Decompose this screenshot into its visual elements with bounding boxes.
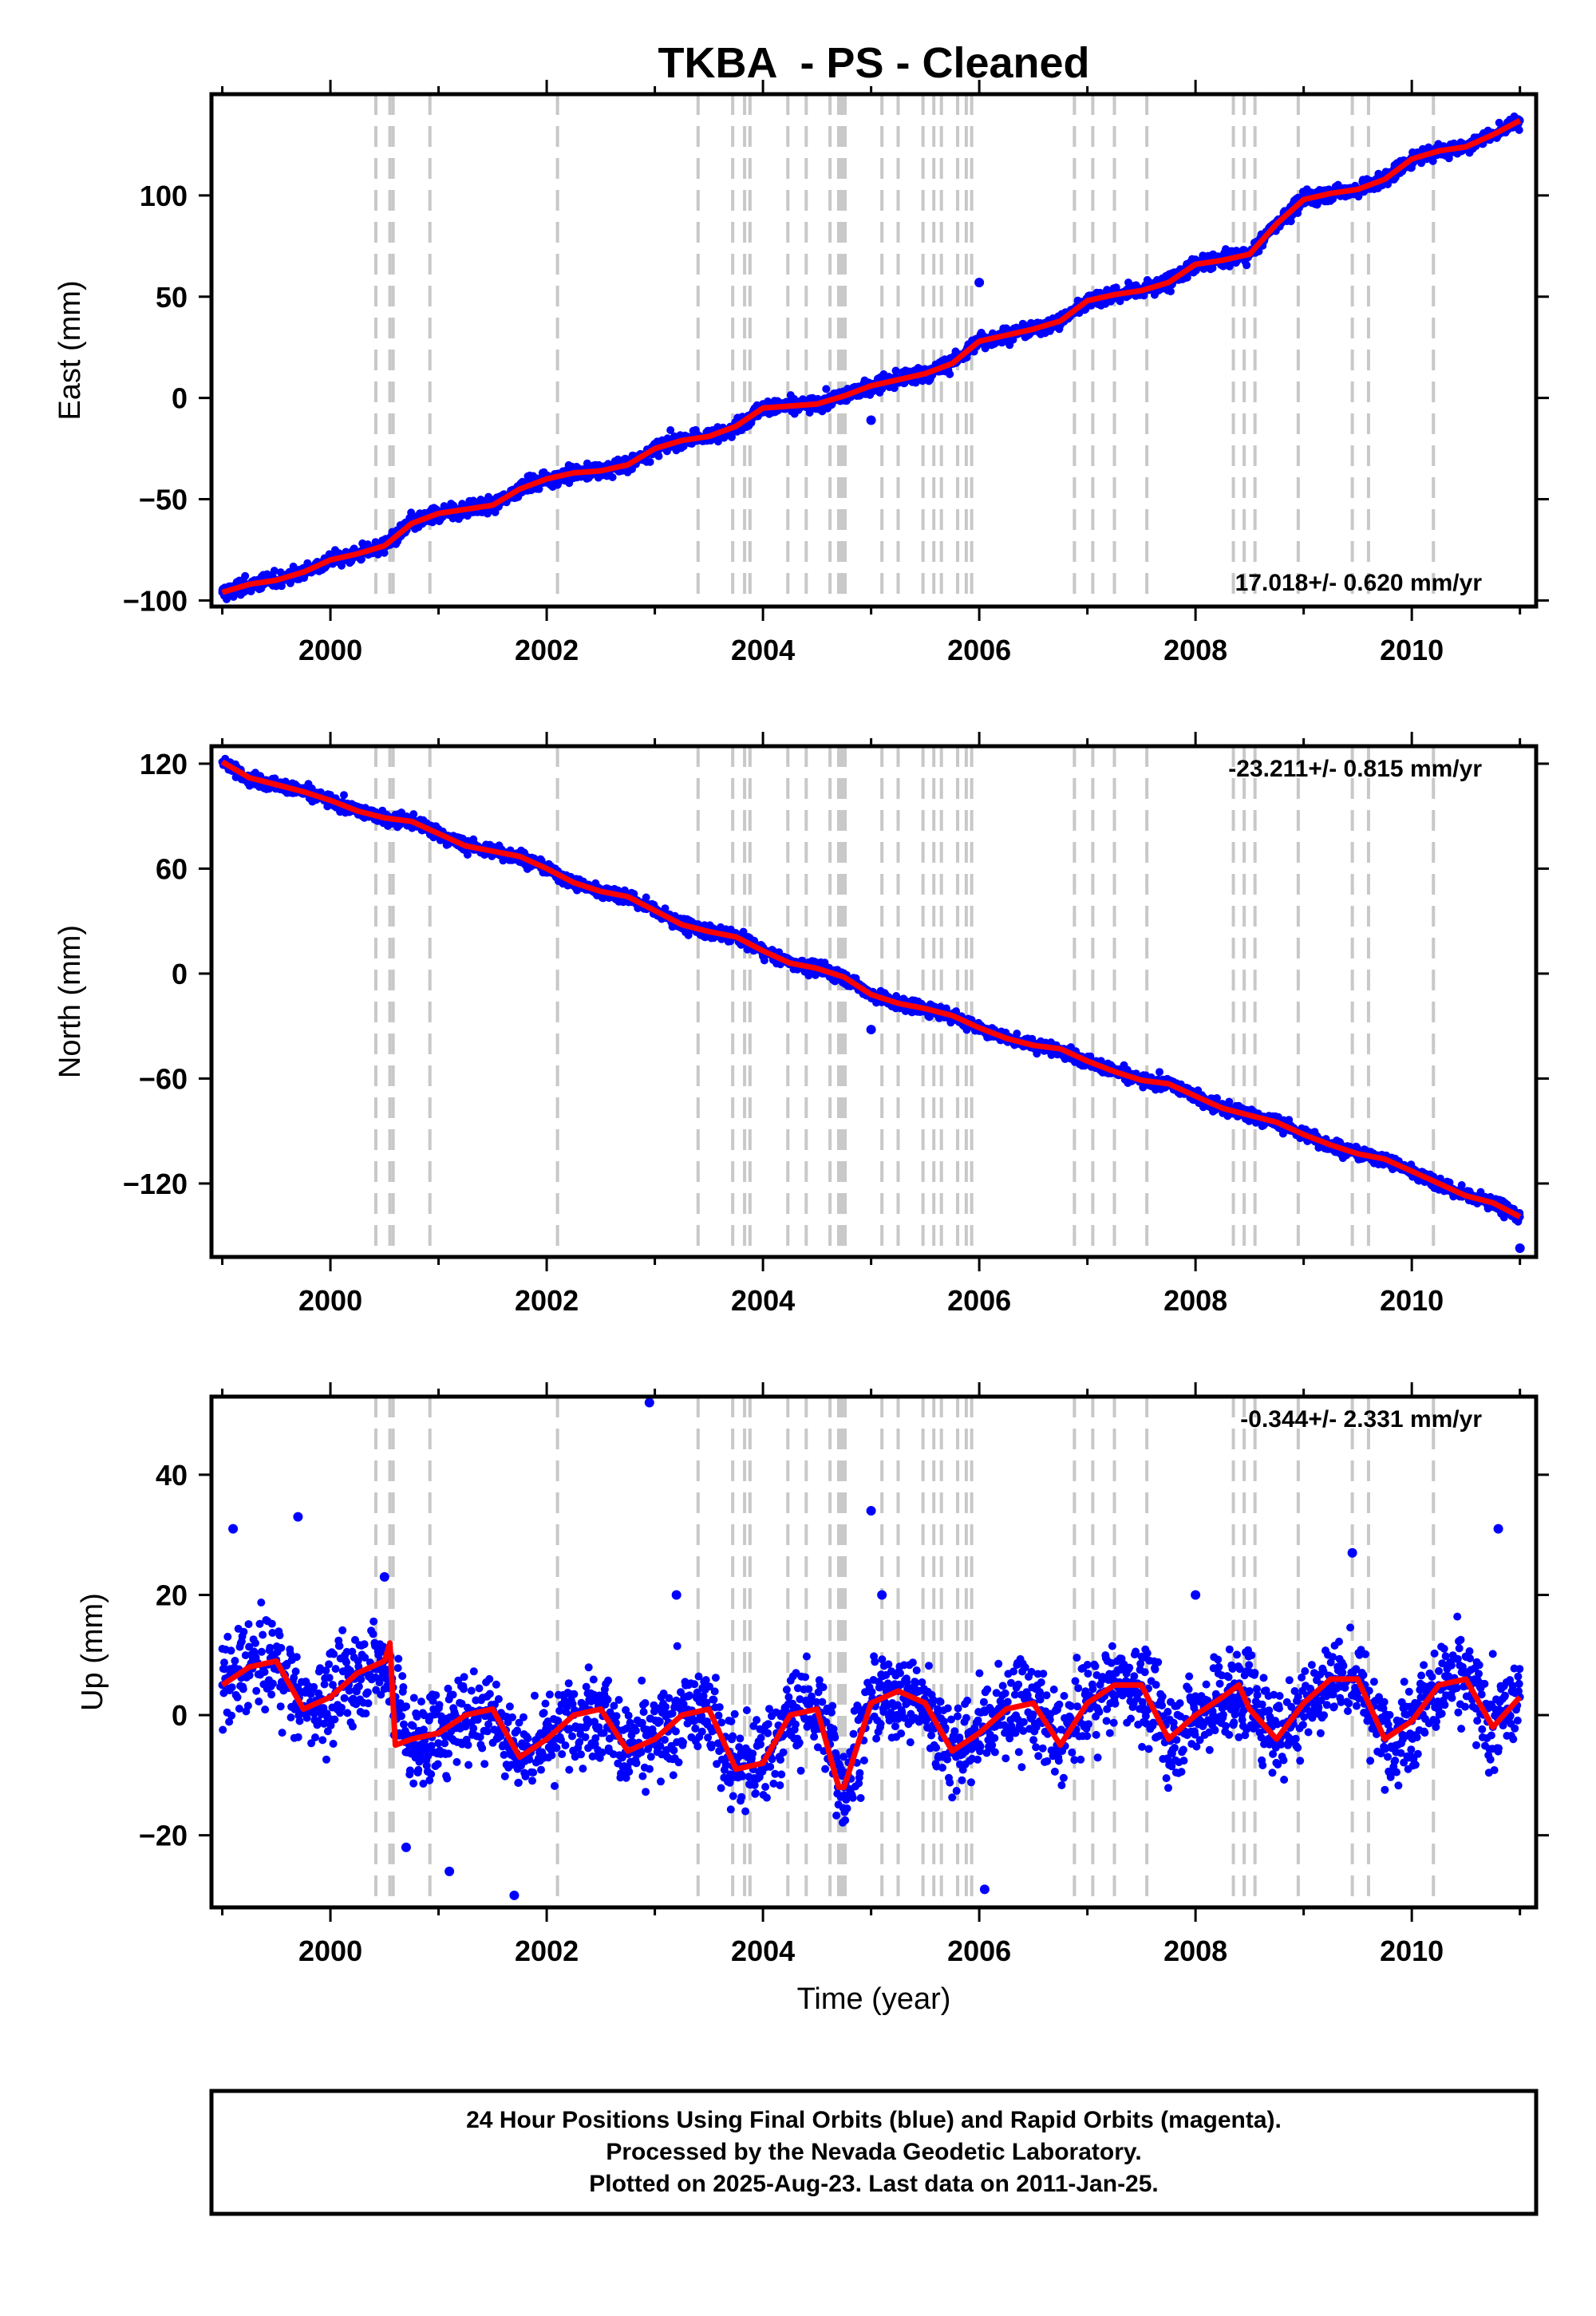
data-point [223,595,231,603]
outlier-point [1515,1243,1525,1254]
x-tick-label: 2000 [298,634,362,666]
data-point [340,791,348,800]
data-point [1286,217,1295,226]
model-line [221,117,1522,595]
data-point [1213,1094,1221,1102]
x-tick-label: 2008 [1163,634,1227,666]
data-point [535,484,543,493]
data-point [1156,1068,1163,1077]
outlier-point [974,277,985,287]
chart-title: TKBA - PS - Cleaned [658,39,1089,87]
data-point [1183,273,1191,282]
y-tick-label: −120 [123,1168,188,1200]
data-point [1457,1181,1466,1189]
data-point [409,810,418,819]
x-tick-label: 2004 [731,634,795,666]
data-point [1167,287,1175,296]
data-point [219,1725,227,1734]
data-point [642,893,650,902]
data-point [1428,156,1437,165]
y-tick-label: 0 [172,958,188,990]
y-tick-label: 60 [156,852,188,885]
y-tick-label: 100 [140,180,188,212]
y-tick-label: −100 [123,584,188,617]
data-point [654,452,663,460]
data-point [1515,125,1523,134]
outlier-point [866,1025,876,1035]
data-point [1013,1030,1021,1038]
plot-area [218,94,1524,607]
rate-label: -23.211+/- 0.815 mm/yr [1228,756,1482,782]
y-tick-label: −60 [139,1062,188,1095]
rate-label: 17.018+/- 0.620 mm/yr [1235,570,1483,596]
model-line [220,759,1522,1219]
data-point [1242,261,1251,270]
data-point [1278,1129,1287,1138]
data-point [891,366,900,375]
data-point [661,904,670,913]
x-tick-label: 2002 [515,634,579,666]
x-tick-label: 2002 [515,1284,579,1317]
y-tick-label: −50 [139,484,188,516]
x-tick-label: 2010 [1380,634,1444,666]
data-point [1225,1097,1234,1106]
x-tick-label: 2006 [947,634,1011,666]
data-point [241,571,250,580]
y-axis-label: North (mm) [53,925,87,1078]
data-point [646,457,654,466]
x-tick-label: 2006 [947,1284,1011,1317]
y-tick-label: 0 [172,382,188,415]
data-point [946,370,954,378]
data-point [666,426,675,434]
y-tick-label: 120 [140,748,188,781]
y-tick-label: 50 [156,281,188,314]
data-point [728,433,736,441]
panel-frame [209,744,1539,1259]
data-point [270,567,279,575]
y-axis-label: East (mm) [53,280,87,420]
x-tick-label: 2004 [731,1284,795,1317]
x-tick-label: 2010 [1380,1284,1444,1317]
data-point [380,548,389,557]
data-point [822,385,831,393]
plot-area [218,1397,1524,1907]
x-tick-label: 2000 [298,1284,362,1317]
data-point [608,473,617,481]
panel-frame [209,92,1539,609]
east-panel: 2000 2002 2004 2006 2008 2010 −100 −50 0 50 100 Eas… [53,80,1549,666]
outlier-point [866,415,876,425]
plot-area [218,746,1525,1257]
north-panel: 2000 2002 2004 2006 2008 2010 −120 −60 0 60 120 Nor… [53,732,1549,1317]
data-point [463,851,472,859]
data-point [277,582,286,591]
x-tick-label: 2008 [1163,1284,1227,1317]
